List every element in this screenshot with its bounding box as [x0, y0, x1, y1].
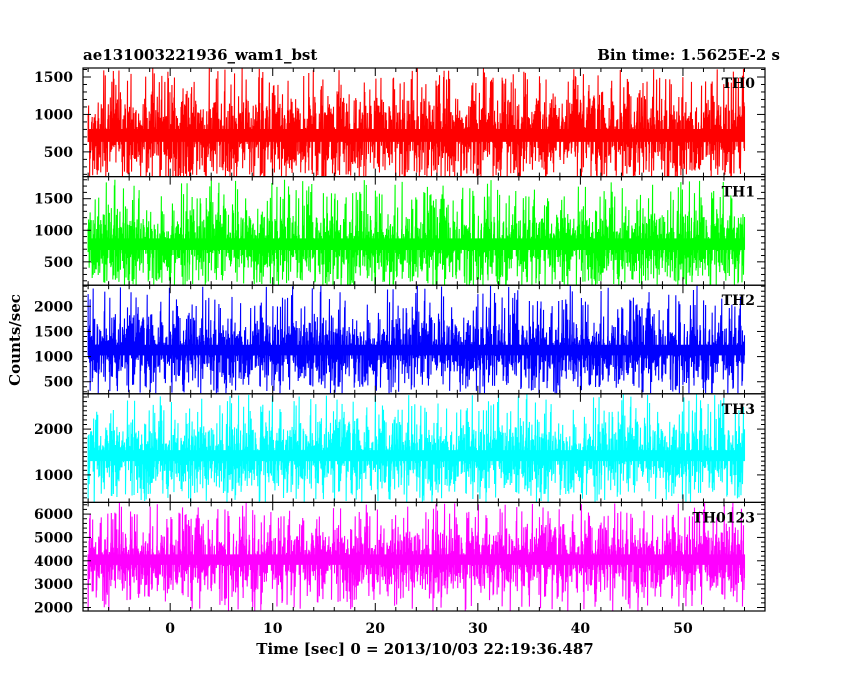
y-tick-label: 1000 — [34, 350, 73, 366]
labels-layer: ae131003221936_wam1_bst Bin time: 1.5625… — [6, 46, 780, 658]
x-tick-label: 10 — [263, 621, 283, 637]
series-layer — [87, 68, 746, 611]
x-axis-label: Time [sec] 0 = 2013/10/03 22:19:36.487 — [256, 640, 593, 658]
panel-label-th0: TH0 — [722, 76, 756, 92]
y-tick-label: 500 — [44, 145, 73, 161]
x-tick-label: 40 — [571, 621, 591, 637]
y-tick-label: 1000 — [34, 223, 73, 239]
x-tick-label: 50 — [673, 621, 693, 637]
chart-title-right: Bin time: 1.5625E-2 s — [597, 46, 780, 64]
y-tick-label: 6000 — [34, 507, 73, 523]
series-line-th0123 — [87, 502, 746, 611]
series-line-th2 — [87, 285, 746, 394]
panel-label-th1: TH1 — [722, 185, 755, 201]
x-tick-label: 20 — [366, 621, 386, 637]
chart-title-left: ae131003221936_wam1_bst — [83, 46, 317, 64]
y-tick-label: 1500 — [34, 324, 73, 340]
y-axis-label: Counts/sec — [6, 294, 24, 386]
x-tick-label: 0 — [165, 621, 175, 637]
y-tick-label: 500 — [44, 375, 73, 391]
panel-label-th0123: TH0123 — [692, 510, 755, 526]
series-line-th3 — [87, 394, 746, 502]
panel-label-th3: TH3 — [722, 402, 755, 418]
panel-frame-th0123 — [82, 501, 766, 612]
y-tick-label: 2000 — [34, 600, 73, 616]
x-tick-label: 30 — [468, 621, 488, 637]
y-tick-label: 3000 — [34, 577, 73, 593]
y-tick-label: 5000 — [34, 530, 73, 546]
y-tick-label: 1500 — [34, 192, 73, 208]
y-tick-label: 4000 — [34, 554, 73, 570]
y-tick-label: 1500 — [34, 70, 73, 86]
y-tick-label: 1000 — [34, 468, 73, 484]
y-tick-label: 1000 — [34, 107, 73, 123]
series-line-th1 — [87, 179, 746, 285]
y-tick-label: 500 — [44, 255, 73, 271]
y-tick-label: 2000 — [34, 422, 73, 438]
y-tick-label: 2000 — [34, 299, 73, 315]
series-line-th0 — [87, 68, 746, 177]
panel-label-th2: TH2 — [722, 293, 755, 309]
